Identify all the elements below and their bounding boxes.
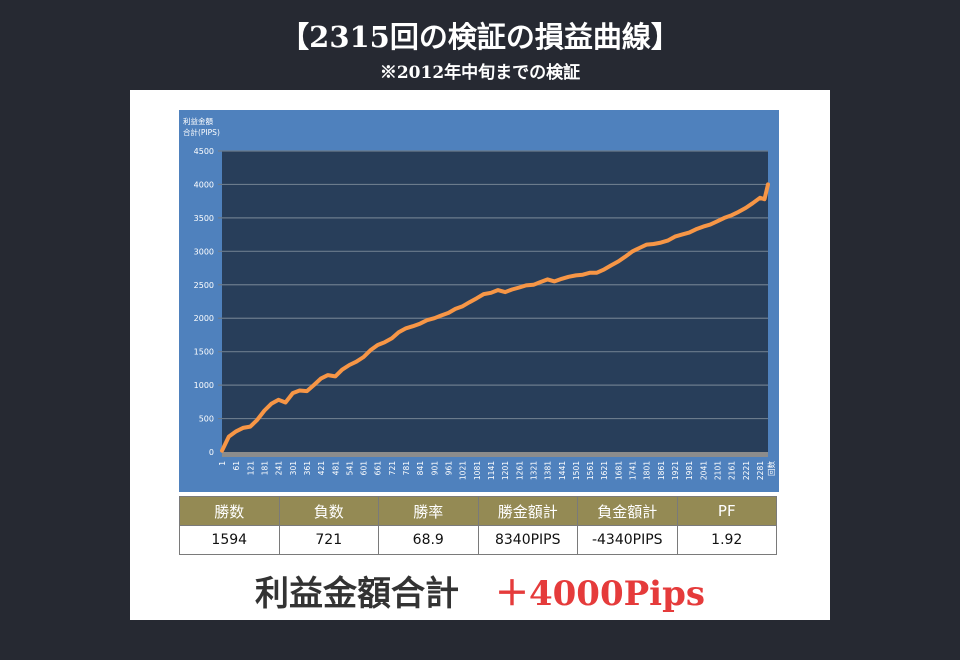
stats-header-row: 勝数 負数 勝率 勝金額計 負金額計 PF <box>179 496 777 526</box>
x-tick-label: 1501 <box>572 461 581 480</box>
x-tick-label: 1981 <box>685 461 694 480</box>
x-tick-label: 961 <box>445 461 454 476</box>
x-tick-label: 1441 <box>558 461 567 480</box>
y-tick-label: 1000 <box>194 381 214 390</box>
x-tick-label: 1741 <box>629 461 638 480</box>
x-tick-label: 1321 <box>529 461 538 480</box>
x-tick-label: 361 <box>303 461 312 476</box>
y-tick-label: 500 <box>199 415 214 424</box>
y-tick-label: 1500 <box>194 348 214 357</box>
x-tick-label: 1381 <box>544 461 553 480</box>
x-tick-label: 661 <box>374 461 383 476</box>
header-wins: 勝数 <box>179 496 280 526</box>
x-tick-label: 541 <box>345 461 354 476</box>
value-gross-loss: -4340PIPS <box>577 525 678 555</box>
value-wins: 1594 <box>179 525 280 555</box>
x-tick-label: 901 <box>430 461 439 476</box>
x-tick-label: 181 <box>260 461 269 476</box>
y-tick-label: 3500 <box>194 214 214 223</box>
x-tick-label: 781 <box>402 461 411 476</box>
page-title: 【2315回の検証の損益曲線】 <box>280 20 680 54</box>
x-axis-title: 回数 <box>766 461 776 476</box>
x-tick-label: 241 <box>275 461 284 476</box>
y-tick-label: 2500 <box>194 281 214 290</box>
x-tick-label: 301 <box>289 461 298 476</box>
x-tick-label: 601 <box>360 461 369 476</box>
x-tick-label: 1861 <box>657 461 666 480</box>
stats-value-row: 1594 721 68.9 8340PIPS -4340PIPS 1.92 <box>179 525 777 555</box>
x-tick-label: 1081 <box>473 461 482 480</box>
value-profit-factor: 1.92 <box>676 525 777 555</box>
y-tick-label: 4000 <box>194 180 214 189</box>
y-axis-title: 利益金額 <box>183 116 213 126</box>
stats-table: 勝数 負数 勝率 勝金額計 負金額計 PF 1594 721 68.9 8340… <box>179 496 777 555</box>
y-axis-title: 合計(PIPS) <box>183 127 220 137</box>
y-tick-label: 4500 <box>194 147 214 156</box>
x-axis-line <box>222 452 768 457</box>
x-tick-label: 2161 <box>728 461 737 480</box>
x-tick-label: 481 <box>331 461 340 476</box>
x-tick-label: 2101 <box>714 461 723 480</box>
x-tick-label: 121 <box>246 461 255 476</box>
header-win-rate: 勝率 <box>378 496 479 526</box>
x-tick-label: 2281 <box>756 461 765 480</box>
x-tick-label: 1261 <box>515 461 524 480</box>
plot-area <box>222 151 768 452</box>
x-tick-label: 721 <box>388 461 397 476</box>
header-gross-profit: 勝金額計 <box>477 496 578 526</box>
total-profit-label: 利益金額合計 <box>254 574 459 614</box>
x-tick-label: 1141 <box>487 461 496 480</box>
total-profit-line: 利益金額合計 ＋4000Pips <box>130 566 830 615</box>
x-tick-label: 1561 <box>586 461 595 480</box>
x-tick-label: 841 <box>416 461 425 476</box>
header-losses: 負数 <box>278 496 379 526</box>
equity-curve-chart: 0 500 1000 1500 2000 2500 3000 3500 4000 4500 1 61 1… <box>179 110 779 492</box>
x-tick-label: 1 <box>218 461 227 466</box>
equity-line <box>220 182 770 453</box>
chart-canvas: 0 500 1000 1500 2000 2500 3000 3500 4000 4500 1 61 1… <box>183 116 776 480</box>
y-tick-label: 2000 <box>194 314 214 323</box>
page-subtitle: ※2012年中旬までの検証 <box>379 63 581 83</box>
results-panel: 0 500 1000 1500 2000 2500 3000 3500 4000 4500 1 61 1… <box>130 90 830 620</box>
x-tick-label: 1681 <box>614 461 623 480</box>
header-gross-loss: 負金額計 <box>577 496 678 526</box>
x-tick-label: 1921 <box>671 461 680 480</box>
x-tick-label: 421 <box>317 461 326 476</box>
x-tick-label: 1201 <box>501 461 510 480</box>
total-profit-value: ＋4000Pips <box>494 574 706 614</box>
x-tick-label: 1021 <box>459 461 468 480</box>
y-tick-label: 0 <box>209 448 214 457</box>
x-tick-label: 61 <box>232 461 241 471</box>
x-tick-label: 2041 <box>699 461 708 480</box>
value-losses: 721 <box>278 525 379 555</box>
x-tick-label: 2221 <box>742 461 751 480</box>
x-tick-label: 1801 <box>643 461 652 480</box>
value-win-rate: 68.9 <box>378 525 479 555</box>
value-gross-profit: 8340PIPS <box>477 525 578 555</box>
header-profit-factor: PF <box>676 496 777 526</box>
x-tick-label: 1621 <box>600 461 609 480</box>
y-tick-label: 3000 <box>194 247 214 256</box>
